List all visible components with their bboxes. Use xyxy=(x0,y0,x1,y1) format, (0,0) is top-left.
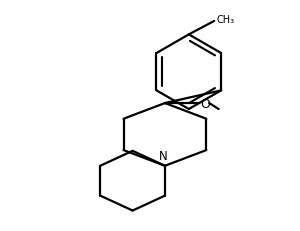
Text: O: O xyxy=(200,97,210,110)
Text: N: N xyxy=(159,149,168,162)
Text: CH₃: CH₃ xyxy=(217,15,235,25)
